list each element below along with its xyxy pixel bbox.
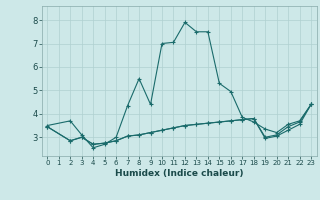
X-axis label: Humidex (Indice chaleur): Humidex (Indice chaleur): [115, 169, 244, 178]
